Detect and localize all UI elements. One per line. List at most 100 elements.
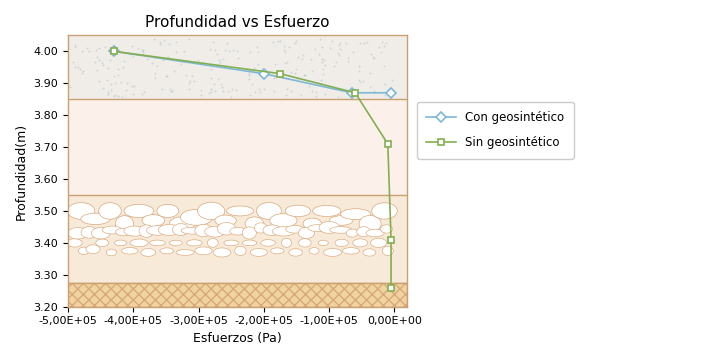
Y-axis label: Profundidad(m): Profundidad(m) xyxy=(15,122,28,220)
Point xyxy=(105,81,117,86)
Ellipse shape xyxy=(80,213,110,225)
Point xyxy=(318,57,330,63)
Point xyxy=(157,86,168,91)
Point xyxy=(70,42,81,48)
Ellipse shape xyxy=(366,229,384,237)
Point xyxy=(109,80,121,86)
Point xyxy=(285,88,297,94)
Ellipse shape xyxy=(289,249,302,256)
Ellipse shape xyxy=(139,225,154,237)
Point xyxy=(168,68,180,74)
Point xyxy=(243,67,254,73)
Ellipse shape xyxy=(67,239,82,247)
Ellipse shape xyxy=(115,240,127,246)
Point xyxy=(285,69,297,75)
Point xyxy=(258,86,270,92)
Point xyxy=(136,47,148,53)
Point xyxy=(208,81,220,87)
Point xyxy=(281,86,293,92)
Ellipse shape xyxy=(286,225,304,233)
Point xyxy=(228,48,239,53)
Point xyxy=(331,59,342,65)
Point xyxy=(163,41,175,47)
Sin geosintético xyxy=(386,238,395,242)
Ellipse shape xyxy=(99,203,121,219)
Point xyxy=(125,44,137,49)
Point xyxy=(90,48,102,53)
Ellipse shape xyxy=(299,239,311,247)
Ellipse shape xyxy=(91,228,110,239)
Point xyxy=(253,87,265,93)
Point xyxy=(183,36,195,42)
Ellipse shape xyxy=(230,227,246,235)
Ellipse shape xyxy=(359,215,381,232)
Point xyxy=(102,91,114,97)
Sin geosintético xyxy=(109,49,118,53)
Point xyxy=(381,40,392,46)
Point xyxy=(205,66,217,72)
Ellipse shape xyxy=(142,215,165,226)
Sin geosintético xyxy=(386,285,395,290)
Con geosintético xyxy=(109,49,118,53)
Point xyxy=(334,46,346,52)
Ellipse shape xyxy=(303,218,321,229)
Point xyxy=(316,59,328,65)
Legend: Con geosintético, Sin geosintético: Con geosintético, Sin geosintético xyxy=(417,102,573,159)
Point xyxy=(101,77,112,83)
Point xyxy=(128,91,139,97)
Point xyxy=(166,88,178,94)
Point xyxy=(376,39,388,44)
Point xyxy=(334,42,345,48)
Ellipse shape xyxy=(329,216,353,225)
Point xyxy=(183,80,195,86)
Point xyxy=(77,70,88,76)
Ellipse shape xyxy=(176,249,194,255)
Ellipse shape xyxy=(261,239,276,246)
Point xyxy=(378,63,390,69)
Point xyxy=(132,45,144,51)
Point xyxy=(365,51,376,57)
Point xyxy=(267,40,278,45)
Ellipse shape xyxy=(263,225,281,235)
Point xyxy=(188,78,200,84)
X-axis label: Esfuerzos (Pa): Esfuerzos (Pa) xyxy=(194,332,282,345)
Ellipse shape xyxy=(250,248,268,256)
Point xyxy=(203,90,215,95)
Point xyxy=(296,56,307,62)
Ellipse shape xyxy=(357,227,370,237)
Ellipse shape xyxy=(122,248,138,254)
Ellipse shape xyxy=(330,226,352,233)
Point xyxy=(93,78,104,84)
Point xyxy=(332,94,344,99)
Point xyxy=(105,87,117,93)
Point xyxy=(225,86,237,92)
Point xyxy=(269,61,281,67)
Point xyxy=(310,93,322,99)
Point xyxy=(355,79,366,85)
Point xyxy=(334,40,345,46)
Point xyxy=(104,57,115,63)
Point xyxy=(170,39,181,45)
Point xyxy=(319,62,331,68)
Point xyxy=(317,72,328,77)
Ellipse shape xyxy=(353,239,368,247)
Ellipse shape xyxy=(149,240,165,246)
Point xyxy=(305,56,317,62)
Point xyxy=(108,43,120,49)
Point xyxy=(290,38,302,44)
Point xyxy=(126,83,138,89)
Point xyxy=(89,59,101,65)
Ellipse shape xyxy=(141,248,156,256)
Point xyxy=(318,66,329,71)
Point xyxy=(217,56,228,62)
Ellipse shape xyxy=(270,248,284,254)
Point xyxy=(207,40,218,45)
Ellipse shape xyxy=(382,246,394,256)
Point xyxy=(161,73,173,79)
Point xyxy=(303,83,315,89)
Point xyxy=(149,75,160,81)
Point xyxy=(181,72,192,78)
Point xyxy=(361,39,373,45)
Point xyxy=(333,52,344,58)
Point xyxy=(196,92,207,98)
